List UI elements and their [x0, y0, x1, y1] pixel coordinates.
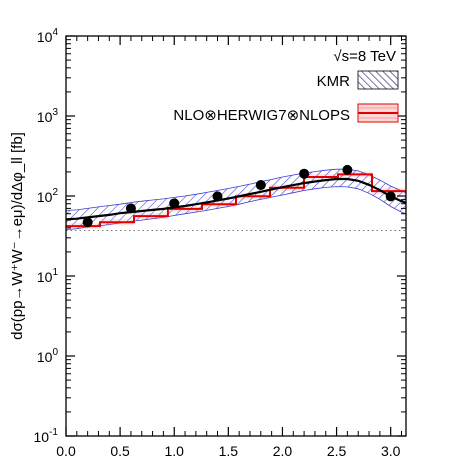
data-point	[342, 164, 353, 175]
x-tick-label: 2.0	[273, 443, 293, 459]
y-tick-label: 103	[37, 107, 59, 125]
plot-area	[66, 164, 406, 232]
y-tick-label: 10-1	[34, 427, 59, 445]
energy-annotation: √s=8 TeV	[333, 48, 396, 65]
data-point	[255, 180, 266, 191]
data-point	[299, 168, 310, 179]
x-tick-label: 2.5	[327, 443, 347, 459]
x-tick-label: 0.5	[110, 443, 130, 459]
data-point	[125, 203, 136, 214]
x-tick-label: 3.0	[381, 443, 401, 459]
data-point	[169, 198, 180, 209]
legend-nlo-label: NLO⊗HERWIG7⊗NLOPS	[173, 107, 350, 124]
data-point	[385, 191, 396, 202]
x-tick-label: 0.0	[56, 443, 76, 459]
data-point	[212, 191, 223, 202]
y-tick-label: 100	[37, 347, 59, 365]
y-tick-label: 101	[37, 267, 59, 285]
legend-kmr-swatch	[357, 70, 399, 90]
y-tick-label: 102	[37, 187, 59, 205]
x-tick-label: 1.0	[164, 443, 184, 459]
legend: √s=8 TeV KMR NLO⊗HERWIG7⊗NLOPS	[173, 48, 399, 124]
x-tick-label: 1.5	[219, 443, 239, 459]
legend-kmr-label: KMR	[317, 73, 351, 90]
kmr-central-line	[66, 177, 406, 221]
axes: 0.0 0.5 1.0 1.5 2.0 2.5 3.0 10-1 100 101 102 103 104	[34, 27, 407, 459]
plot-frame	[65, 35, 407, 437]
data-point	[82, 217, 93, 228]
y-axis-label: dσ(pp→W⁺W⁻→eμ)/dΔφ_ll [fb]	[9, 132, 26, 340]
nlo-histogram-line	[66, 173, 406, 228]
plot-clip-group	[66, 164, 406, 232]
y-tick-label: 104	[37, 27, 59, 45]
